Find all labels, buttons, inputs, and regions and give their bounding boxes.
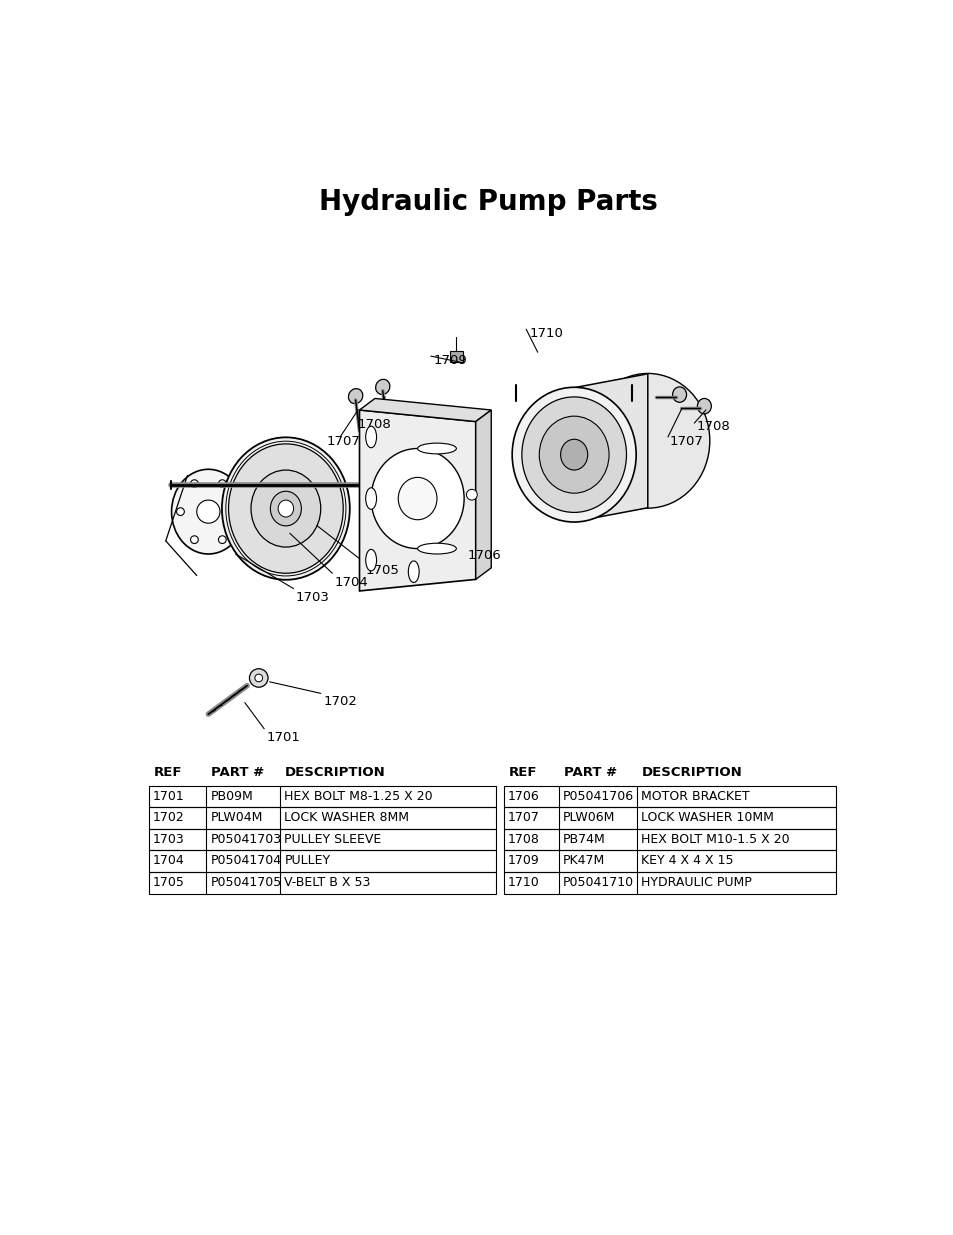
Text: DESCRIPTION: DESCRIPTION xyxy=(640,766,741,779)
Ellipse shape xyxy=(365,426,376,448)
Text: KEY 4 X 4 X 15: KEY 4 X 4 X 15 xyxy=(640,855,733,867)
Text: PB74M: PB74M xyxy=(562,832,605,846)
Text: 1701: 1701 xyxy=(152,789,184,803)
Polygon shape xyxy=(574,374,647,521)
Ellipse shape xyxy=(417,543,456,555)
Bar xyxy=(149,851,496,872)
Text: 1706: 1706 xyxy=(507,789,538,803)
Text: 1708: 1708 xyxy=(696,420,730,433)
Text: 1709: 1709 xyxy=(433,353,466,367)
Ellipse shape xyxy=(278,500,294,517)
Bar xyxy=(503,829,836,851)
Text: 1710: 1710 xyxy=(530,327,563,340)
Text: 1709: 1709 xyxy=(507,855,538,867)
Ellipse shape xyxy=(521,396,626,513)
Text: PULLEY: PULLEY xyxy=(284,855,330,867)
Ellipse shape xyxy=(371,448,464,548)
Text: MOTOR BRACKET: MOTOR BRACKET xyxy=(640,789,748,803)
Bar xyxy=(149,808,496,829)
Text: DESCRIPTION: DESCRIPTION xyxy=(285,766,385,779)
Circle shape xyxy=(191,479,198,488)
Ellipse shape xyxy=(365,488,376,509)
Ellipse shape xyxy=(697,399,711,414)
Ellipse shape xyxy=(348,389,362,404)
Bar xyxy=(149,785,496,808)
Text: 1702: 1702 xyxy=(152,811,184,824)
Text: PLW04M: PLW04M xyxy=(211,811,262,824)
Ellipse shape xyxy=(417,443,456,454)
Text: 1703: 1703 xyxy=(152,832,184,846)
Text: PB09M: PB09M xyxy=(211,789,253,803)
Ellipse shape xyxy=(538,416,608,493)
Text: 1707: 1707 xyxy=(327,436,360,448)
Text: 1704: 1704 xyxy=(335,576,368,589)
Text: 1701: 1701 xyxy=(266,731,300,745)
Text: REF: REF xyxy=(508,766,537,779)
Polygon shape xyxy=(359,410,476,592)
Text: 1702: 1702 xyxy=(323,695,356,708)
Text: P05041710: P05041710 xyxy=(562,876,634,889)
Text: LOCK WASHER 10MM: LOCK WASHER 10MM xyxy=(640,811,773,824)
Circle shape xyxy=(254,674,262,682)
Text: P05041704: P05041704 xyxy=(211,855,281,867)
Text: PLW06M: PLW06M xyxy=(562,811,615,824)
Ellipse shape xyxy=(222,437,350,579)
Text: HEX BOLT M10-1.5 X 20: HEX BOLT M10-1.5 X 20 xyxy=(640,832,788,846)
Bar xyxy=(149,872,496,894)
Polygon shape xyxy=(359,399,491,421)
Text: 1708: 1708 xyxy=(507,832,538,846)
Bar xyxy=(503,808,836,829)
Text: LOCK WASHER 8MM: LOCK WASHER 8MM xyxy=(284,811,409,824)
Text: P05041705: P05041705 xyxy=(211,876,281,889)
Ellipse shape xyxy=(408,561,418,583)
Bar xyxy=(503,851,836,872)
Text: 1705: 1705 xyxy=(152,876,184,889)
Ellipse shape xyxy=(172,469,245,555)
Ellipse shape xyxy=(397,478,436,520)
Bar xyxy=(149,829,496,851)
Bar xyxy=(503,785,836,808)
Text: 1706: 1706 xyxy=(468,548,501,562)
Text: 1710: 1710 xyxy=(507,876,538,889)
Text: Hydraulic Pump Parts: Hydraulic Pump Parts xyxy=(319,188,658,216)
Ellipse shape xyxy=(365,550,376,571)
Text: PART #: PART # xyxy=(211,766,264,779)
Text: P05041703: P05041703 xyxy=(211,832,281,846)
Ellipse shape xyxy=(585,373,709,508)
Text: PART #: PART # xyxy=(563,766,617,779)
Ellipse shape xyxy=(512,388,636,522)
Text: PULLEY SLEEVE: PULLEY SLEEVE xyxy=(284,832,381,846)
Text: 1704: 1704 xyxy=(152,855,184,867)
Text: 1703: 1703 xyxy=(295,592,330,604)
Circle shape xyxy=(249,668,268,687)
Bar xyxy=(503,872,836,894)
Text: 1708: 1708 xyxy=(357,417,392,431)
Ellipse shape xyxy=(251,471,320,547)
Ellipse shape xyxy=(229,443,343,573)
Polygon shape xyxy=(450,351,462,362)
Circle shape xyxy=(233,508,240,515)
Text: PK47M: PK47M xyxy=(562,855,604,867)
Circle shape xyxy=(218,536,226,543)
Ellipse shape xyxy=(672,387,686,403)
Circle shape xyxy=(176,508,184,515)
Text: HEX BOLT M8-1.25 X 20: HEX BOLT M8-1.25 X 20 xyxy=(284,789,433,803)
Text: HYDRAULIC PUMP: HYDRAULIC PUMP xyxy=(640,876,751,889)
Text: 1707: 1707 xyxy=(507,811,538,824)
Text: 1707: 1707 xyxy=(669,436,702,448)
Circle shape xyxy=(191,536,198,543)
Text: REF: REF xyxy=(153,766,182,779)
Circle shape xyxy=(466,489,476,500)
Circle shape xyxy=(196,500,220,524)
Text: V-BELT B X 53: V-BELT B X 53 xyxy=(284,876,371,889)
Polygon shape xyxy=(476,410,491,579)
Ellipse shape xyxy=(375,379,390,394)
Circle shape xyxy=(218,479,226,488)
Ellipse shape xyxy=(560,440,587,471)
Text: 1705: 1705 xyxy=(365,564,399,577)
Text: P05041706: P05041706 xyxy=(562,789,634,803)
Ellipse shape xyxy=(270,492,301,526)
